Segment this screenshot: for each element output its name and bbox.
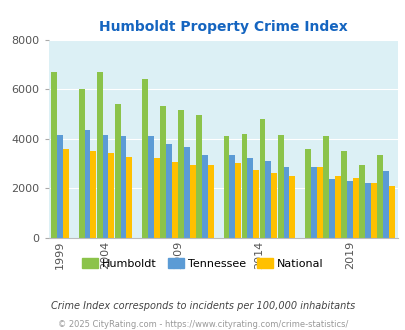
Bar	[142, 79, 147, 238]
Bar	[126, 157, 132, 238]
Bar	[108, 153, 114, 238]
Bar	[120, 136, 126, 238]
Bar	[352, 178, 358, 238]
Bar	[259, 119, 265, 238]
Bar	[346, 181, 352, 238]
Bar	[358, 165, 364, 238]
Bar	[63, 148, 69, 238]
Bar	[376, 155, 382, 238]
Bar	[247, 158, 253, 238]
Bar	[207, 165, 213, 238]
Bar	[229, 155, 234, 238]
Bar	[57, 135, 63, 238]
Bar	[96, 72, 102, 238]
Bar	[166, 144, 171, 238]
Bar	[178, 110, 183, 238]
Bar	[171, 162, 177, 238]
Bar	[196, 115, 202, 238]
Bar	[370, 183, 376, 238]
Bar	[160, 106, 166, 238]
Bar	[334, 176, 340, 238]
Bar	[382, 171, 388, 238]
Bar	[277, 135, 283, 238]
Bar	[265, 161, 271, 238]
Title: Humboldt Property Crime Index: Humboldt Property Crime Index	[99, 20, 347, 34]
Bar	[304, 148, 310, 238]
Text: Crime Index corresponds to incidents per 100,000 inhabitants: Crime Index corresponds to incidents per…	[51, 301, 354, 311]
Bar	[153, 158, 159, 238]
Bar	[202, 155, 207, 238]
Bar	[316, 167, 322, 238]
Bar	[190, 165, 195, 238]
Bar	[84, 130, 90, 238]
Bar	[388, 185, 394, 238]
Bar	[340, 151, 346, 238]
Bar	[253, 170, 258, 238]
Bar	[322, 136, 328, 238]
Bar	[115, 104, 120, 238]
Bar	[147, 136, 153, 238]
Bar	[283, 167, 289, 238]
Bar	[271, 173, 277, 238]
Bar	[241, 134, 247, 238]
Legend: Humboldt, Tennessee, National: Humboldt, Tennessee, National	[77, 254, 328, 273]
Bar	[102, 135, 108, 238]
Bar	[90, 151, 96, 238]
Bar	[183, 147, 190, 238]
Bar	[79, 89, 84, 238]
Bar	[223, 136, 229, 238]
Text: © 2025 CityRating.com - https://www.cityrating.com/crime-statistics/: © 2025 CityRating.com - https://www.city…	[58, 320, 347, 329]
Bar	[51, 72, 57, 238]
Bar	[234, 163, 241, 238]
Bar	[364, 183, 370, 238]
Bar	[310, 167, 316, 238]
Bar	[289, 176, 294, 238]
Bar	[328, 180, 334, 238]
